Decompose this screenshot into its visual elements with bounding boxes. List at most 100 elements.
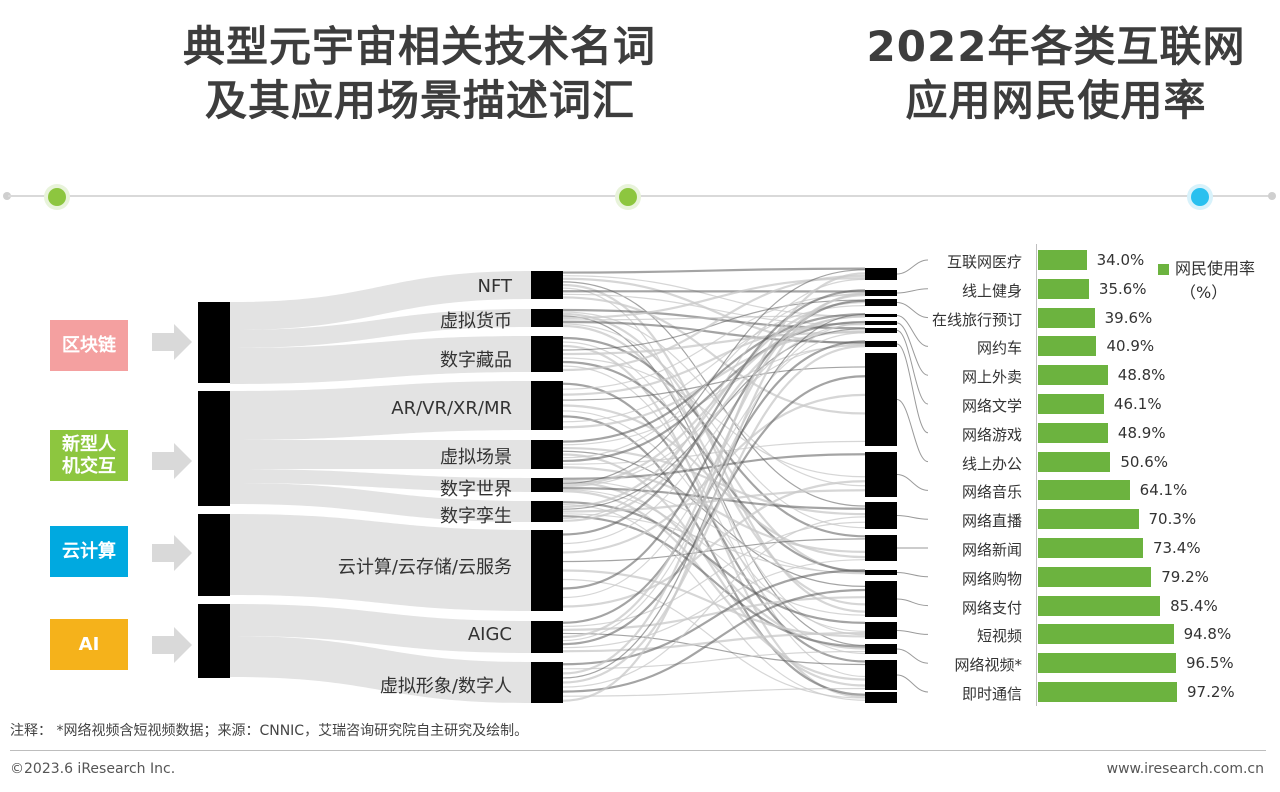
sankey-flow (230, 381, 531, 440)
left-title-line1: 典型元宇宙相关技术名词 (183, 22, 657, 71)
bar-value-label: 73.4% (1152, 539, 1201, 557)
sankey-link (562, 323, 866, 529)
sankey-link (562, 450, 866, 587)
application-node (865, 341, 897, 347)
footer-divider (10, 750, 1266, 751)
category-label: 区块链 (62, 334, 116, 356)
timeline-end-dot (1268, 192, 1276, 200)
bar (1038, 336, 1097, 357)
sankey-link (562, 440, 866, 465)
sankey-link (562, 293, 866, 326)
term-node (531, 440, 563, 469)
bar (1038, 365, 1108, 386)
bar-category-label: 短视频 (976, 627, 1022, 646)
arrow-icon (152, 324, 192, 360)
legend-label: 网民使用率 (1175, 259, 1256, 278)
sankey-link (562, 320, 866, 344)
timeline-dot-left (44, 184, 70, 210)
term-node (531, 271, 563, 299)
label-connector (896, 474, 929, 491)
sankey-link (562, 578, 866, 699)
sankey-link (562, 289, 866, 536)
bar-category-label: 网络直播 (961, 512, 1022, 531)
bar (1038, 451, 1111, 472)
term-node (531, 478, 563, 492)
label-connector (896, 315, 929, 347)
bar-value-label: 46.1% (1113, 395, 1162, 413)
category-hci: 新型人 机交互 (50, 430, 128, 481)
category-label: 云计算 (62, 540, 116, 562)
sankey-link (562, 687, 866, 697)
bar-axis (1036, 244, 1037, 706)
sankey-link (562, 281, 866, 507)
bar-value-label: 96.5% (1185, 654, 1234, 673)
bar (1038, 682, 1177, 702)
timeline-dot-right (1187, 184, 1213, 210)
sankey-flow (230, 514, 531, 611)
sankey-link (562, 323, 866, 545)
category-ai: AI (50, 619, 128, 670)
term-label: 虚拟货币 (440, 311, 512, 332)
sankey-link (562, 490, 866, 681)
category-label: AI (78, 633, 100, 655)
sankey-link (562, 267, 866, 274)
arrow-icon (152, 627, 192, 663)
sankey-link (562, 343, 866, 488)
sankey-link (562, 631, 866, 653)
bar-category-label: 网络文学 (961, 397, 1022, 415)
source-note: 注释： *网络视频含短视频数据；来源：CNNIC，艾瑞咨询研究院自主研究及绘制。 (10, 723, 529, 739)
bar-value-label: 40.9% (1106, 337, 1155, 356)
bar-category-label: 网络购物 (961, 569, 1022, 588)
bar-value-label: 48.9% (1117, 423, 1166, 442)
sankey-link (562, 292, 866, 702)
bar (1038, 394, 1104, 414)
timeline-dot-middle (615, 184, 641, 210)
bar (1038, 653, 1176, 674)
label-connector (896, 322, 929, 376)
application-node (865, 581, 897, 617)
label-connector (896, 674, 929, 693)
label-connector (896, 598, 929, 607)
sankey-link (562, 296, 866, 415)
bar (1038, 480, 1130, 501)
label-connector (896, 330, 929, 405)
term-label: 数字藏品 (440, 350, 512, 371)
bar-category-label: 网上外卖 (961, 368, 1022, 387)
label-connector (896, 648, 929, 664)
label-connector (896, 288, 929, 294)
sankey-link (562, 272, 866, 675)
bar-value-label: 97.2% (1186, 683, 1235, 701)
category-node (198, 302, 230, 383)
category-label: 机交互 (62, 455, 116, 477)
label-connector (896, 343, 929, 434)
left-title-line2: 及其应用场景描述词汇 (205, 76, 636, 125)
sankey-link (562, 632, 866, 666)
application-node (865, 570, 897, 575)
sankey-link (562, 415, 866, 696)
category-node (198, 514, 230, 596)
bar-value-label: 79.2% (1161, 567, 1209, 586)
term-node (531, 530, 563, 611)
sankey-link (562, 315, 866, 321)
bar (1038, 566, 1152, 587)
sankey-flow (230, 440, 531, 469)
sankey-flow (230, 604, 531, 653)
bar-category-label: 网络新闻 (961, 541, 1022, 559)
term-label: 虚拟形象/数字人 (379, 676, 512, 697)
right-title: 2022年各类互联网 应用网民使用率 (856, 20, 1256, 128)
application-node (865, 660, 897, 690)
sankey-link (562, 480, 866, 608)
category-label: 新型人 (62, 433, 116, 455)
copyright: ©2023.6 iResearch Inc. (10, 761, 176, 777)
term-label: NFT (477, 276, 513, 297)
term-label: AIGC (467, 624, 512, 645)
sankey-flow (230, 336, 531, 384)
term-label: 数字世界 (440, 479, 512, 500)
label-connector (896, 515, 929, 520)
application-node (865, 692, 897, 703)
sankey-link (562, 366, 866, 401)
right-title-line1: 2022年各类互联网 (866, 22, 1246, 71)
term-label: 云计算/云存储/云服务 (337, 557, 512, 578)
